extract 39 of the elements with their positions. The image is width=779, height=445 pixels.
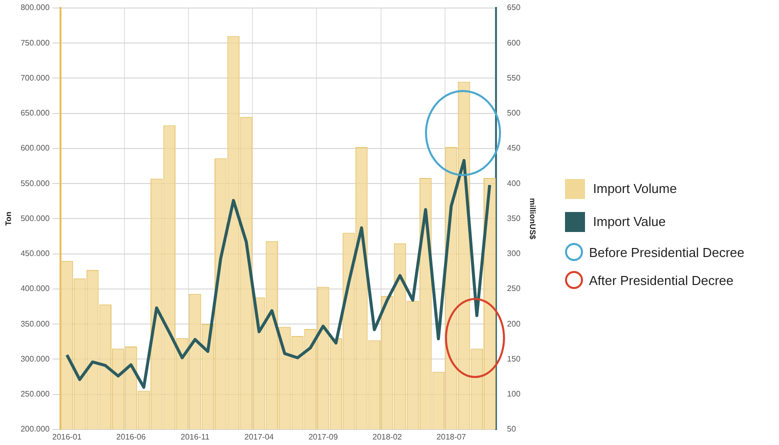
y-tick-label: 200.000 xyxy=(20,424,50,434)
y2-tick-label: 100 xyxy=(507,389,521,398)
x-tick-label: 2016-06 xyxy=(116,432,146,442)
y2-axis-title: millionUS$ xyxy=(528,198,537,240)
y-tick-label: 400.000 xyxy=(20,284,50,294)
y-tick-label: 500.000 xyxy=(20,214,50,223)
x-tick-label: 2018-02 xyxy=(372,432,402,442)
y-tick-label: 350.000 xyxy=(20,319,50,328)
y-tick-label: 450.000 xyxy=(20,249,50,258)
y2-tick-label: 150 xyxy=(507,354,521,364)
y-tick-label: 550.000 xyxy=(20,178,50,188)
text: Before Presidential Decree xyxy=(589,244,744,260)
y2-tick-label: 50 xyxy=(507,424,516,434)
legend-label: Import Volume xyxy=(593,181,677,196)
y2-tick-label: 200 xyxy=(507,319,521,328)
y-tick-label: 300.000 xyxy=(20,354,50,364)
y2-tick-label: 650 xyxy=(507,3,521,12)
text: After Presidential Decree xyxy=(589,272,734,288)
y-axis-title: Ton xyxy=(4,212,14,226)
y2-tick-label: 300 xyxy=(507,249,521,258)
x-tick-label: 2018-07 xyxy=(436,432,466,442)
y-tick-label: 750.000 xyxy=(20,38,50,48)
x-tick-label: 2016-01 xyxy=(52,432,82,442)
legend-label: Import Value xyxy=(593,214,666,229)
x-tick-label: 2017-09 xyxy=(308,432,338,442)
y-tick-label: 250.000 xyxy=(20,389,50,398)
y2-tick-label: 450 xyxy=(507,144,521,153)
x-tick-label: 2017-04 xyxy=(244,432,274,442)
y-tick-label: 800.000 xyxy=(20,3,50,12)
y2-tick-label: 500 xyxy=(507,108,521,118)
y2-tick-label: 350 xyxy=(507,214,521,223)
y-tick-label: 600.000 xyxy=(20,144,50,153)
y2-tick-label: 600 xyxy=(507,38,521,48)
y2-tick-label: 250 xyxy=(507,284,521,294)
y2-tick-label: 550 xyxy=(507,73,521,82)
y-tick-label: 700.000 xyxy=(20,73,50,82)
y-tick-label: 650.000 xyxy=(20,108,50,118)
y2-tick-label: 400 xyxy=(507,178,521,188)
x-tick-label: 2016-11 xyxy=(180,432,210,442)
